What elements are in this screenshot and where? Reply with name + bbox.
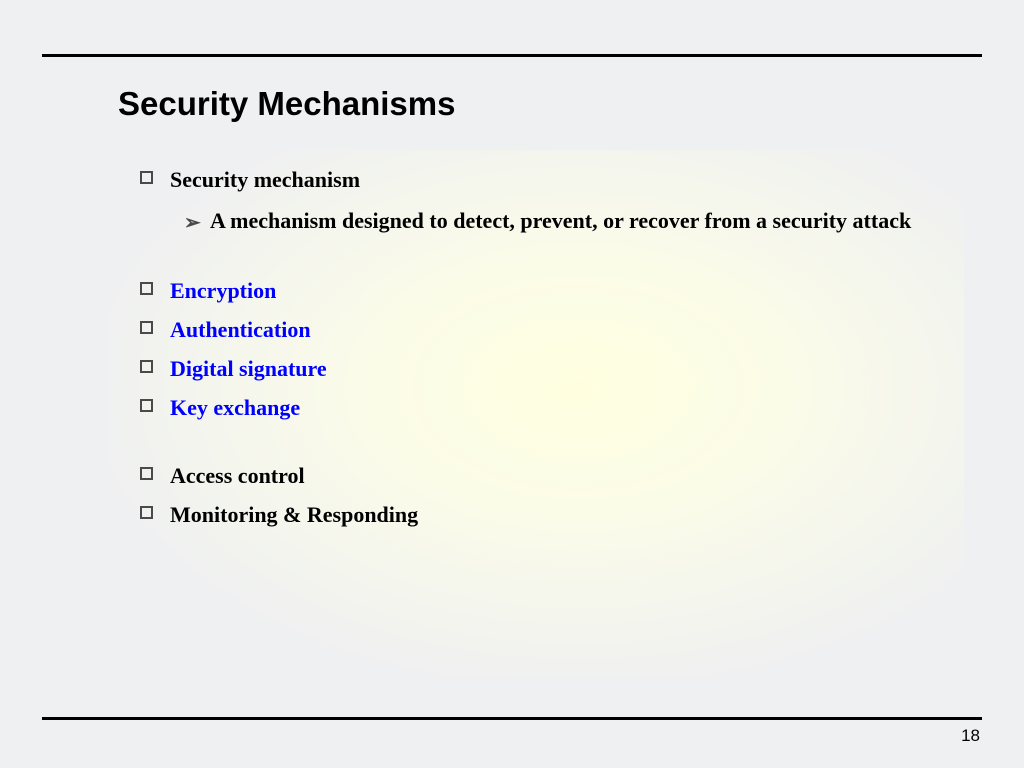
list-sub-item: ➢ A mechanism designed to detect, preven…	[108, 201, 964, 241]
square-bullet-icon	[140, 506, 153, 519]
bottom-divider	[42, 717, 982, 720]
list-item: Authentication	[108, 312, 964, 347]
spacer	[108, 245, 964, 273]
list-item: Digital signature	[108, 351, 964, 386]
item-text: Monitoring & Responding	[170, 502, 418, 527]
item-text: Key exchange	[170, 395, 300, 420]
slide-title: Security Mechanisms	[118, 85, 455, 123]
item-text: Digital signature	[170, 356, 327, 381]
bullet-list: Security mechanism ➢ A mechanism designe…	[108, 162, 964, 532]
square-bullet-icon	[140, 321, 153, 334]
item-text: Encryption	[170, 278, 276, 303]
square-bullet-icon	[140, 467, 153, 480]
sub-item-text: A mechanism designed to detect, prevent,…	[210, 208, 911, 233]
arrow-bullet-icon: ➢	[184, 205, 201, 241]
item-text: Authentication	[170, 317, 311, 342]
list-item: Access control	[108, 458, 964, 493]
list-item: Monitoring & Responding	[108, 497, 964, 532]
square-bullet-icon	[140, 360, 153, 373]
list-item: Key exchange	[108, 390, 964, 425]
slide: Security Mechanisms Security mechanism ➢…	[0, 0, 1024, 768]
item-text: Security mechanism	[170, 167, 360, 192]
square-bullet-icon	[140, 399, 153, 412]
page-number: 18	[961, 726, 980, 746]
spacer	[108, 430, 964, 458]
list-item: Security mechanism	[108, 162, 964, 197]
square-bullet-icon	[140, 171, 153, 184]
square-bullet-icon	[140, 282, 153, 295]
top-divider	[42, 54, 982, 57]
content-area: Security mechanism ➢ A mechanism designe…	[108, 150, 964, 678]
item-text: Access control	[170, 463, 305, 488]
list-item: Encryption	[108, 273, 964, 308]
